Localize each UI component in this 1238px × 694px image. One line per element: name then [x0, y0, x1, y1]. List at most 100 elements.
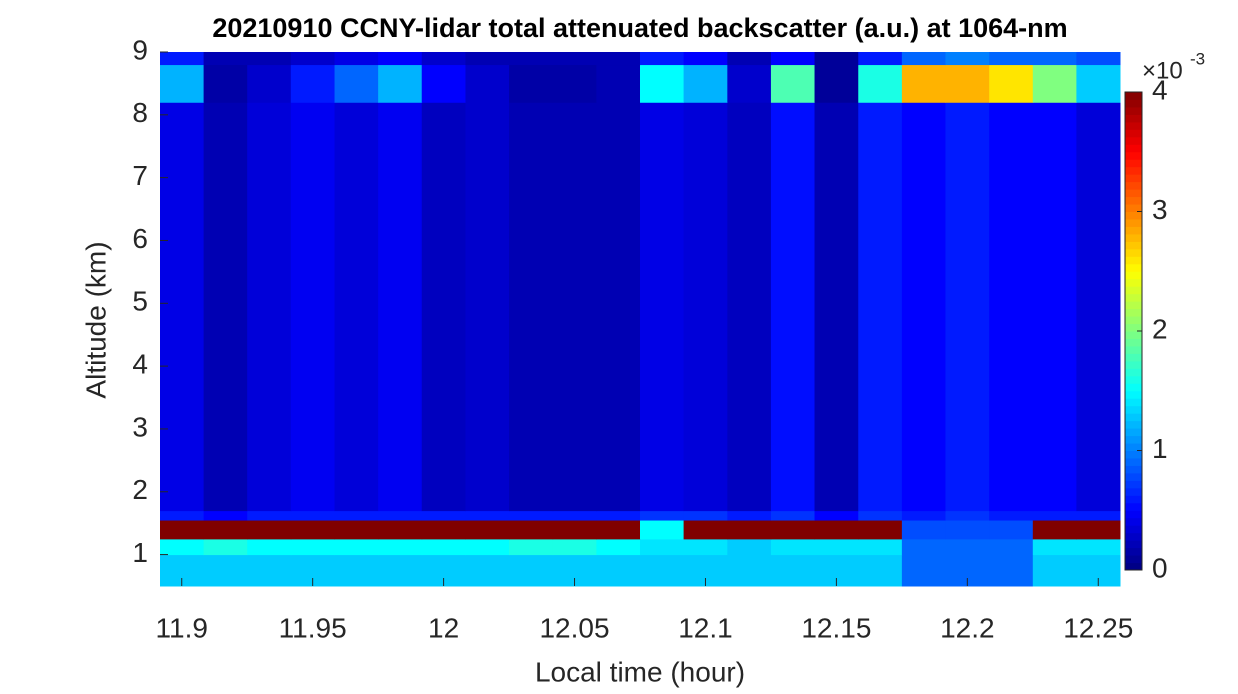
colorbar-segment — [1125, 159, 1142, 168]
heatmap-cell — [421, 52, 466, 66]
heatmap-cell — [247, 64, 292, 103]
heatmap-cell — [334, 520, 379, 540]
heatmap-cell — [945, 64, 990, 103]
x-tick-label: 11.9 — [156, 612, 208, 643]
heatmap-cell — [247, 102, 292, 512]
y-tick-label: 1 — [132, 537, 148, 568]
x-tick-label: 12.15 — [801, 612, 871, 643]
heatmap-cell — [465, 52, 510, 66]
y-tick-label: 2 — [132, 474, 148, 505]
heatmap-cell — [1076, 64, 1121, 103]
heatmap-cell — [858, 510, 903, 521]
heatmap-cell — [1076, 510, 1121, 521]
heatmap-cell — [814, 52, 859, 66]
heatmap-cell — [465, 102, 510, 512]
colorbar-segment — [1125, 256, 1142, 265]
heatmap-cell — [989, 554, 1034, 587]
colorbar-segment — [1125, 390, 1142, 399]
heatmap-cell — [814, 538, 859, 556]
heatmap-cell — [770, 554, 816, 587]
heatmap-cell — [640, 538, 685, 556]
heatmap-cell — [552, 52, 597, 66]
colorbar-segment — [1125, 181, 1142, 190]
heatmap-cell — [989, 510, 1034, 521]
heatmap-cell — [858, 52, 903, 66]
heatmap-cell — [1032, 102, 1077, 512]
heatmap-cell — [901, 102, 946, 512]
heatmap-cell — [290, 52, 336, 66]
colorbar-segment — [1125, 226, 1142, 235]
colorbar-segment — [1125, 540, 1142, 549]
colorbar-segment — [1125, 472, 1142, 481]
heatmap-cell — [770, 64, 816, 103]
heatmap-cell — [421, 102, 466, 512]
heatmap-cell — [989, 52, 1034, 66]
heatmap-cell — [945, 538, 990, 556]
heatmap-cell — [290, 538, 336, 556]
heatmap-cell — [1032, 52, 1077, 66]
heatmap-cell — [901, 538, 946, 556]
colorbar-segment — [1125, 144, 1142, 153]
heatmap-cell — [465, 64, 510, 103]
colorbar-tick-label: 1 — [1152, 433, 1168, 464]
heatmap-cell — [378, 520, 423, 540]
colorbar-tick-label: 0 — [1152, 552, 1168, 583]
heatmap-cell — [901, 52, 946, 66]
colorbar-segment — [1125, 106, 1142, 115]
y-tick-label: 7 — [132, 160, 148, 191]
heatmap-cell — [160, 102, 205, 512]
y-tick-label: 6 — [132, 223, 148, 254]
heatmap-cell — [421, 538, 466, 556]
x-tick-label: 12.2 — [940, 612, 995, 643]
heatmap-cell — [203, 64, 248, 103]
x-tick-label: 12.05 — [539, 612, 609, 643]
heatmap-cell — [858, 64, 903, 103]
heatmap-cell — [509, 510, 554, 521]
heatmap-cell — [901, 510, 946, 521]
heatmap-cell — [509, 52, 554, 66]
heatmap-cell — [727, 554, 772, 587]
colorbar-segment — [1125, 301, 1142, 310]
heatmap-cell — [640, 554, 685, 587]
colorbar-segment — [1125, 345, 1142, 354]
colorbar-exponent: -3 — [1190, 49, 1205, 68]
heatmap-cell — [290, 520, 336, 540]
heatmap-cell — [989, 64, 1034, 103]
x-tick-label: 12.1 — [678, 612, 733, 643]
heatmap-cell — [334, 64, 379, 103]
colorbar-segment — [1125, 532, 1142, 541]
heatmap-cell — [160, 538, 205, 556]
heatmap-cell — [421, 520, 466, 540]
colorbar-segment — [1125, 121, 1142, 130]
colorbar-segment — [1125, 308, 1142, 317]
heatmap-cell — [596, 510, 641, 521]
heatmap-cell — [290, 510, 336, 521]
colorbar-tick-label: 3 — [1152, 194, 1168, 225]
heatmap-cell — [596, 538, 641, 556]
colorbar-tick-label: 2 — [1152, 313, 1168, 344]
heatmap-cell — [334, 102, 379, 512]
heatmap-cell — [290, 64, 336, 103]
heatmap-cell — [334, 538, 379, 556]
colorbar-segment — [1125, 457, 1142, 466]
heatmap-cell — [596, 554, 641, 587]
colorbar-segment — [1125, 517, 1142, 526]
colorbar-segment — [1125, 450, 1142, 459]
heatmap-cell — [814, 64, 859, 103]
colorbar-segment — [1125, 293, 1142, 302]
colorbar-segment — [1125, 555, 1142, 564]
heatmap-cell — [465, 538, 510, 556]
heatmap-cell — [290, 102, 336, 512]
heatmap-cell — [1032, 554, 1077, 587]
colorbar-segment — [1125, 428, 1142, 437]
heatmap-cell — [160, 52, 205, 66]
heatmap-cell — [770, 52, 816, 66]
heatmap-cell — [334, 52, 379, 66]
colorbar-segment — [1125, 316, 1142, 325]
colorbar-segment — [1125, 248, 1142, 257]
heatmap-cell — [945, 510, 990, 521]
colorbar-segment — [1125, 502, 1142, 511]
colorbar-segment — [1125, 166, 1142, 175]
heatmap-cell — [334, 510, 379, 521]
